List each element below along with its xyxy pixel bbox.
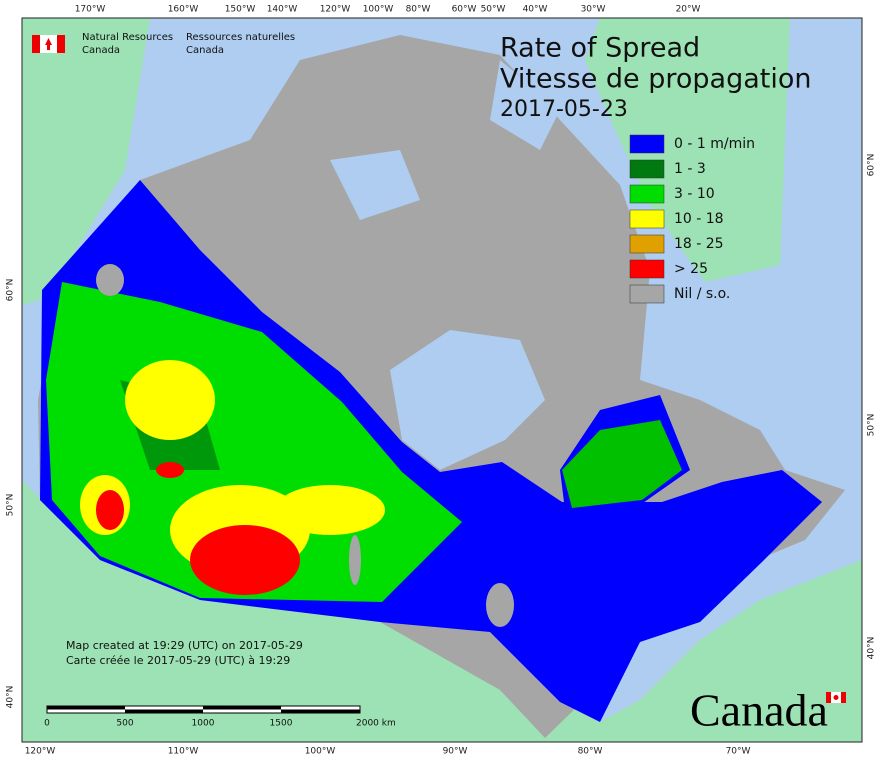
graticule-label: 80°W (406, 5, 431, 15)
legend-swatch (629, 209, 665, 229)
scale-bar-segment (281, 709, 360, 713)
graticule-label: 60°W (452, 5, 477, 15)
graticule-label: 30°W (581, 5, 606, 15)
graticule-label: 50°N (867, 414, 877, 437)
hudson-bay (390, 330, 545, 470)
graticule-label: 150°W (225, 5, 256, 15)
flag-bar (57, 35, 65, 53)
wordmark-flag (826, 692, 846, 703)
title-fr: Vitesse de propagation (500, 64, 812, 95)
graticule-label: 60°N (6, 279, 16, 302)
graticule-label: 70°W (726, 747, 751, 757)
legend-label: 0 - 1 m/min (674, 136, 755, 152)
maple-leaf (833, 695, 839, 700)
flag-bar (32, 35, 40, 53)
fire-zone-red (190, 525, 300, 595)
frame (21, 17, 863, 743)
fire-zone-green (562, 420, 682, 508)
greenland (585, 18, 790, 282)
scale-label: 1500 (270, 719, 293, 729)
note: Map created at 19:29 (UTC) on 2017-05-29 (66, 639, 303, 652)
legend-label: Nil / s.o. (674, 286, 730, 302)
scale-bar-segment (125, 709, 203, 713)
scale-bar (46, 705, 361, 714)
scale-bar-segment (203, 706, 281, 710)
legend-swatch (629, 284, 665, 304)
scale-label: 2000 km (356, 719, 396, 729)
lake (349, 535, 361, 585)
legend-swatch (629, 184, 665, 204)
lake (96, 264, 124, 296)
scale-bar-segment (47, 706, 125, 710)
graticule-label: 120°W (25, 747, 56, 757)
graticule-label: 110°W (168, 747, 199, 757)
maple-leaf (45, 38, 52, 50)
flag-bar (826, 692, 831, 703)
graticule-label: 40°W (523, 5, 548, 15)
org-fr: Ressources naturelles (186, 32, 295, 43)
note: Carte créée le 2017-05-29 (UTC) à 19:29 (66, 654, 290, 667)
graticule-label: 170°W (75, 5, 106, 15)
legend-label: 3 - 10 (674, 186, 715, 202)
usa (22, 480, 862, 742)
arctic-water (490, 60, 560, 150)
graticule-label: 40°N (867, 637, 877, 660)
legend-swatch (629, 234, 665, 254)
graticule-label: 100°W (363, 5, 394, 15)
scale-label: 500 (116, 719, 133, 729)
title-en: Rate of Spread (500, 33, 700, 64)
legend-swatch (629, 259, 665, 279)
legend-label: 18 - 25 (674, 236, 724, 252)
org-en: Natural Resources (82, 32, 173, 43)
alaska (22, 18, 150, 305)
graticule-label: 90°W (443, 747, 468, 757)
graticule-label: 50°N (6, 494, 16, 517)
lake (486, 583, 514, 627)
legend-label: > 25 (674, 261, 708, 277)
graticule-label: 50°W (481, 5, 506, 15)
graticule-label: 60°N (867, 154, 877, 177)
flag-bar (841, 692, 846, 703)
logo (32, 35, 65, 53)
graticule-label: 40°N (6, 686, 16, 709)
title-date: 2017-05-23 (500, 97, 628, 122)
legend-swatch (629, 159, 665, 179)
scale-label: 0 (44, 719, 50, 729)
legend-label: 1 - 3 (674, 161, 706, 177)
fire-zone-yellow (125, 360, 215, 440)
graticule-label: 80°W (578, 747, 603, 757)
scale-label: 1000 (192, 719, 215, 729)
org-en: Canada (82, 45, 120, 56)
graticule-label: 140°W (267, 5, 298, 15)
fire-zone-red (96, 490, 124, 530)
graticule-label: 100°W (305, 747, 336, 757)
graticule-label: 160°W (168, 5, 199, 15)
legend-swatch (629, 134, 665, 154)
fire-zone-red (156, 462, 184, 478)
wordmark: Canada (690, 685, 828, 736)
org-fr: Canada (186, 45, 224, 56)
arctic-water (330, 150, 420, 220)
graticule-label: 120°W (320, 5, 351, 15)
legend-label: 10 - 18 (674, 211, 724, 227)
graticule-label: 20°W (676, 5, 701, 15)
